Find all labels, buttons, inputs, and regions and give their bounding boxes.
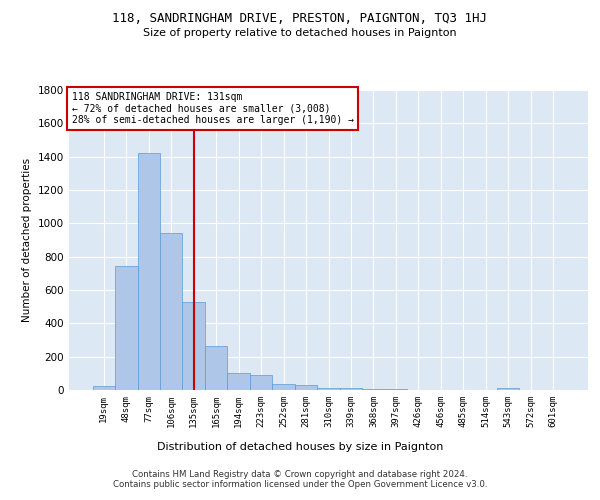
Bar (227, 372, 250, 390)
Bar (385, 389, 407, 390)
Bar (205, 346, 227, 390)
Bar (497, 388, 520, 390)
Text: 118 SANDRINGHAM DRIVE: 131sqm
← 72% of detached houses are smaller (3,008)
28% o: 118 SANDRINGHAM DRIVE: 131sqm ← 72% of d… (71, 92, 353, 124)
Y-axis label: Number of detached properties: Number of detached properties (22, 158, 32, 322)
Bar (182, 302, 205, 390)
Text: Size of property relative to detached houses in Paignton: Size of property relative to detached ho… (143, 28, 457, 38)
Bar (250, 374, 272, 390)
Bar (317, 388, 340, 390)
Text: Contains HM Land Registry data © Crown copyright and database right 2024.
Contai: Contains HM Land Registry data © Crown c… (113, 470, 487, 489)
Bar (295, 386, 317, 390)
Bar (137, 154, 160, 390)
Bar (115, 266, 137, 390)
Bar (272, 384, 295, 390)
Bar (92, 386, 115, 390)
Bar (340, 388, 362, 390)
Bar (362, 389, 385, 390)
Text: 118, SANDRINGHAM DRIVE, PRESTON, PAIGNTON, TQ3 1HJ: 118, SANDRINGHAM DRIVE, PRESTON, PAIGNTO… (113, 12, 487, 24)
Bar (160, 234, 182, 390)
Text: Distribution of detached houses by size in Paignton: Distribution of detached houses by size … (157, 442, 443, 452)
